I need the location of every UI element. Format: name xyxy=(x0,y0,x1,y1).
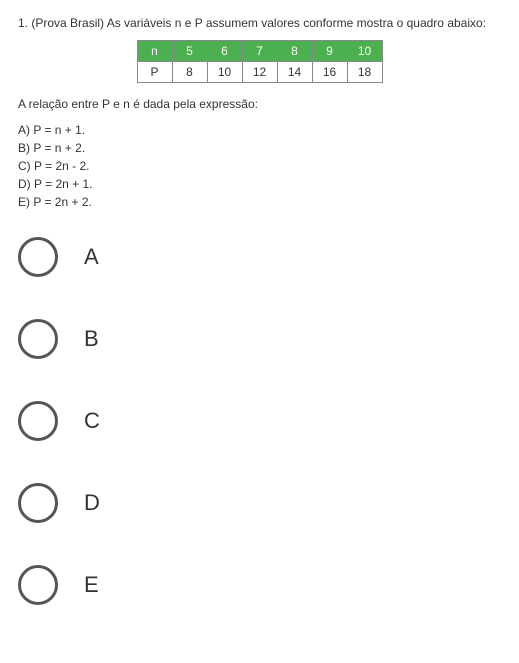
question-body: As variáveis n e P assumem valores confo… xyxy=(107,16,486,30)
formula-a: A) P = n + 1. xyxy=(18,121,501,139)
table-data-cell: 12 xyxy=(242,62,277,83)
table-header-cell: 9 xyxy=(312,41,347,62)
table-data-cell: 16 xyxy=(312,62,347,83)
option-d[interactable]: D xyxy=(18,483,501,523)
option-letter: E xyxy=(84,572,99,598)
option-letter: A xyxy=(84,244,99,270)
table-header-label: n xyxy=(137,41,172,62)
radio-icon[interactable] xyxy=(18,237,58,277)
radio-icon[interactable] xyxy=(18,483,58,523)
formula-list: A) P = n + 1. B) P = n + 2. C) P = 2n - … xyxy=(18,121,501,211)
table-row: P 8 10 12 14 16 18 xyxy=(137,62,382,83)
relation-text: A relação entre P e n é dada pela expres… xyxy=(18,97,501,111)
table-header-cell: 10 xyxy=(347,41,382,62)
question-source: (Prova Brasil) xyxy=(31,16,104,30)
table-header-cell: 6 xyxy=(207,41,242,62)
formula-c: C) P = 2n - 2. xyxy=(18,157,501,175)
option-letter: D xyxy=(84,490,100,516)
option-c[interactable]: C xyxy=(18,401,501,441)
formula-d: D) P = 2n + 1. xyxy=(18,175,501,193)
data-table: n 5 6 7 8 9 10 P 8 10 12 14 16 18 xyxy=(137,40,383,83)
option-letter: C xyxy=(84,408,100,434)
option-letter: B xyxy=(84,326,99,352)
table-data-cell: 8 xyxy=(172,62,207,83)
option-a[interactable]: A xyxy=(18,237,501,277)
radio-icon[interactable] xyxy=(18,319,58,359)
option-e[interactable]: E xyxy=(18,565,501,605)
table-data-label: P xyxy=(137,62,172,83)
formula-e: E) P = 2n + 2. xyxy=(18,193,501,211)
table-data-cell: 18 xyxy=(347,62,382,83)
radio-icon[interactable] xyxy=(18,565,58,605)
table-header-cell: 8 xyxy=(277,41,312,62)
table-header-cell: 5 xyxy=(172,41,207,62)
question-prompt: 1. (Prova Brasil) As variáveis n e P ass… xyxy=(18,16,501,30)
radio-icon[interactable] xyxy=(18,401,58,441)
option-b[interactable]: B xyxy=(18,319,501,359)
question-number: 1. xyxy=(18,16,28,30)
answer-options: A B C D E xyxy=(18,237,501,605)
table-row: n 5 6 7 8 9 10 xyxy=(137,41,382,62)
table-header-cell: 7 xyxy=(242,41,277,62)
table-data-cell: 14 xyxy=(277,62,312,83)
formula-b: B) P = n + 2. xyxy=(18,139,501,157)
table-data-cell: 10 xyxy=(207,62,242,83)
